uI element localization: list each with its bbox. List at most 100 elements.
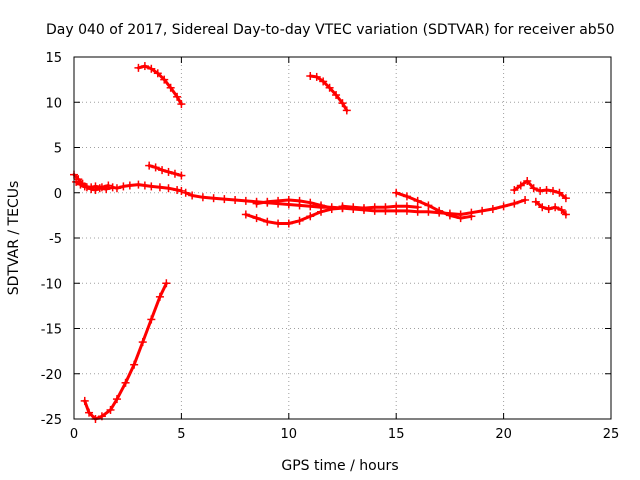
data-point	[241, 196, 250, 205]
series-line	[83, 281, 168, 421]
data-point	[319, 77, 328, 86]
data-point	[445, 211, 454, 220]
data-point	[76, 180, 85, 189]
data-point	[166, 83, 175, 92]
chart-title: Day 040 of 2017, Sidereal Day-to-day VTE…	[46, 22, 615, 38]
data-point	[349, 203, 358, 212]
series-arc-b	[72, 177, 113, 192]
data-point	[162, 279, 171, 288]
data-point	[108, 183, 117, 192]
data-point	[325, 83, 334, 92]
series-arc-f	[306, 72, 351, 115]
data-point	[284, 219, 293, 228]
data-point	[160, 75, 169, 84]
data-point	[381, 203, 390, 212]
data-point	[413, 196, 422, 205]
data-point	[134, 63, 143, 72]
y-axis-label: SDTVAR / TECUs	[6, 181, 22, 296]
data-point	[147, 64, 156, 73]
data-point	[392, 188, 401, 197]
x-axis-label: GPS time / hours	[281, 458, 398, 474]
data-point	[164, 167, 173, 176]
data-point	[198, 193, 207, 202]
data-point	[173, 92, 182, 101]
data-point	[392, 202, 401, 211]
data-point	[170, 169, 179, 178]
data-point	[173, 186, 182, 195]
data-point	[467, 212, 476, 221]
data-point	[138, 338, 147, 347]
y-tick-label: -25	[41, 413, 62, 428]
data-point	[164, 184, 173, 193]
series-arc-h	[241, 204, 347, 228]
data-point	[155, 292, 164, 301]
data-point	[538, 203, 547, 212]
data-point	[274, 196, 283, 205]
data-point	[147, 315, 156, 324]
data-point	[551, 203, 560, 212]
data-point	[544, 205, 553, 214]
data-point	[456, 214, 465, 223]
series-arc-k	[392, 188, 476, 223]
data-point	[104, 181, 113, 190]
data-point	[112, 184, 121, 193]
data-point	[153, 69, 162, 78]
data-point	[370, 203, 379, 212]
data-point	[317, 201, 326, 210]
data-point	[147, 182, 156, 191]
data-point	[561, 194, 570, 203]
data-point	[151, 163, 160, 172]
data-point	[555, 188, 564, 197]
data-point	[231, 195, 240, 204]
data-point	[521, 195, 530, 204]
data-point	[134, 180, 143, 189]
data-point	[284, 195, 293, 204]
series-arc-d	[145, 161, 186, 180]
y-tick-label: 10	[45, 96, 62, 111]
data-point	[435, 206, 444, 215]
x-tick-label: 5	[177, 427, 185, 442]
data-point	[549, 186, 558, 195]
data-point	[536, 186, 545, 195]
y-tick-label: 0	[54, 187, 62, 202]
data-point	[145, 161, 154, 170]
data-point	[306, 198, 315, 207]
data-point	[130, 360, 139, 369]
data-point	[140, 62, 149, 71]
data-point	[295, 216, 304, 225]
data-point	[499, 202, 508, 211]
data-point	[338, 202, 347, 211]
x-tick-label: 0	[70, 427, 78, 442]
y-tick-label: -5	[49, 232, 62, 247]
data-point	[306, 212, 315, 221]
series-arc-l	[510, 176, 570, 203]
data-point	[342, 106, 351, 115]
series-line	[244, 206, 344, 225]
data-point	[181, 188, 190, 197]
data-point	[478, 206, 487, 215]
data-point	[87, 183, 96, 192]
data-point	[561, 210, 570, 219]
data-point	[274, 219, 283, 228]
data-point	[155, 183, 164, 192]
data-point	[402, 192, 411, 201]
tick-layer: 0 5 10 15 20 25 -25 -20 -15 -10 -5 0 5 10 15	[41, 51, 620, 442]
data-point	[91, 182, 100, 191]
data-point	[252, 199, 261, 208]
data-point	[306, 72, 315, 81]
data-point	[263, 197, 272, 206]
data-point	[488, 205, 497, 214]
data-point	[119, 182, 128, 191]
data-point	[327, 204, 336, 213]
data-point	[80, 182, 89, 191]
x-tick-label: 20	[495, 427, 512, 442]
series-arc-i	[252, 195, 336, 213]
data-point	[542, 186, 551, 195]
series-arc-j	[338, 202, 422, 213]
data-point	[295, 196, 304, 205]
data-point	[424, 201, 433, 210]
data-point	[80, 396, 89, 405]
x-tick-label: 25	[603, 427, 620, 442]
